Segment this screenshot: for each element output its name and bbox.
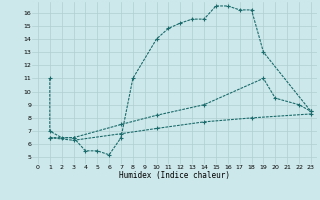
X-axis label: Humidex (Indice chaleur): Humidex (Indice chaleur) bbox=[119, 171, 230, 180]
